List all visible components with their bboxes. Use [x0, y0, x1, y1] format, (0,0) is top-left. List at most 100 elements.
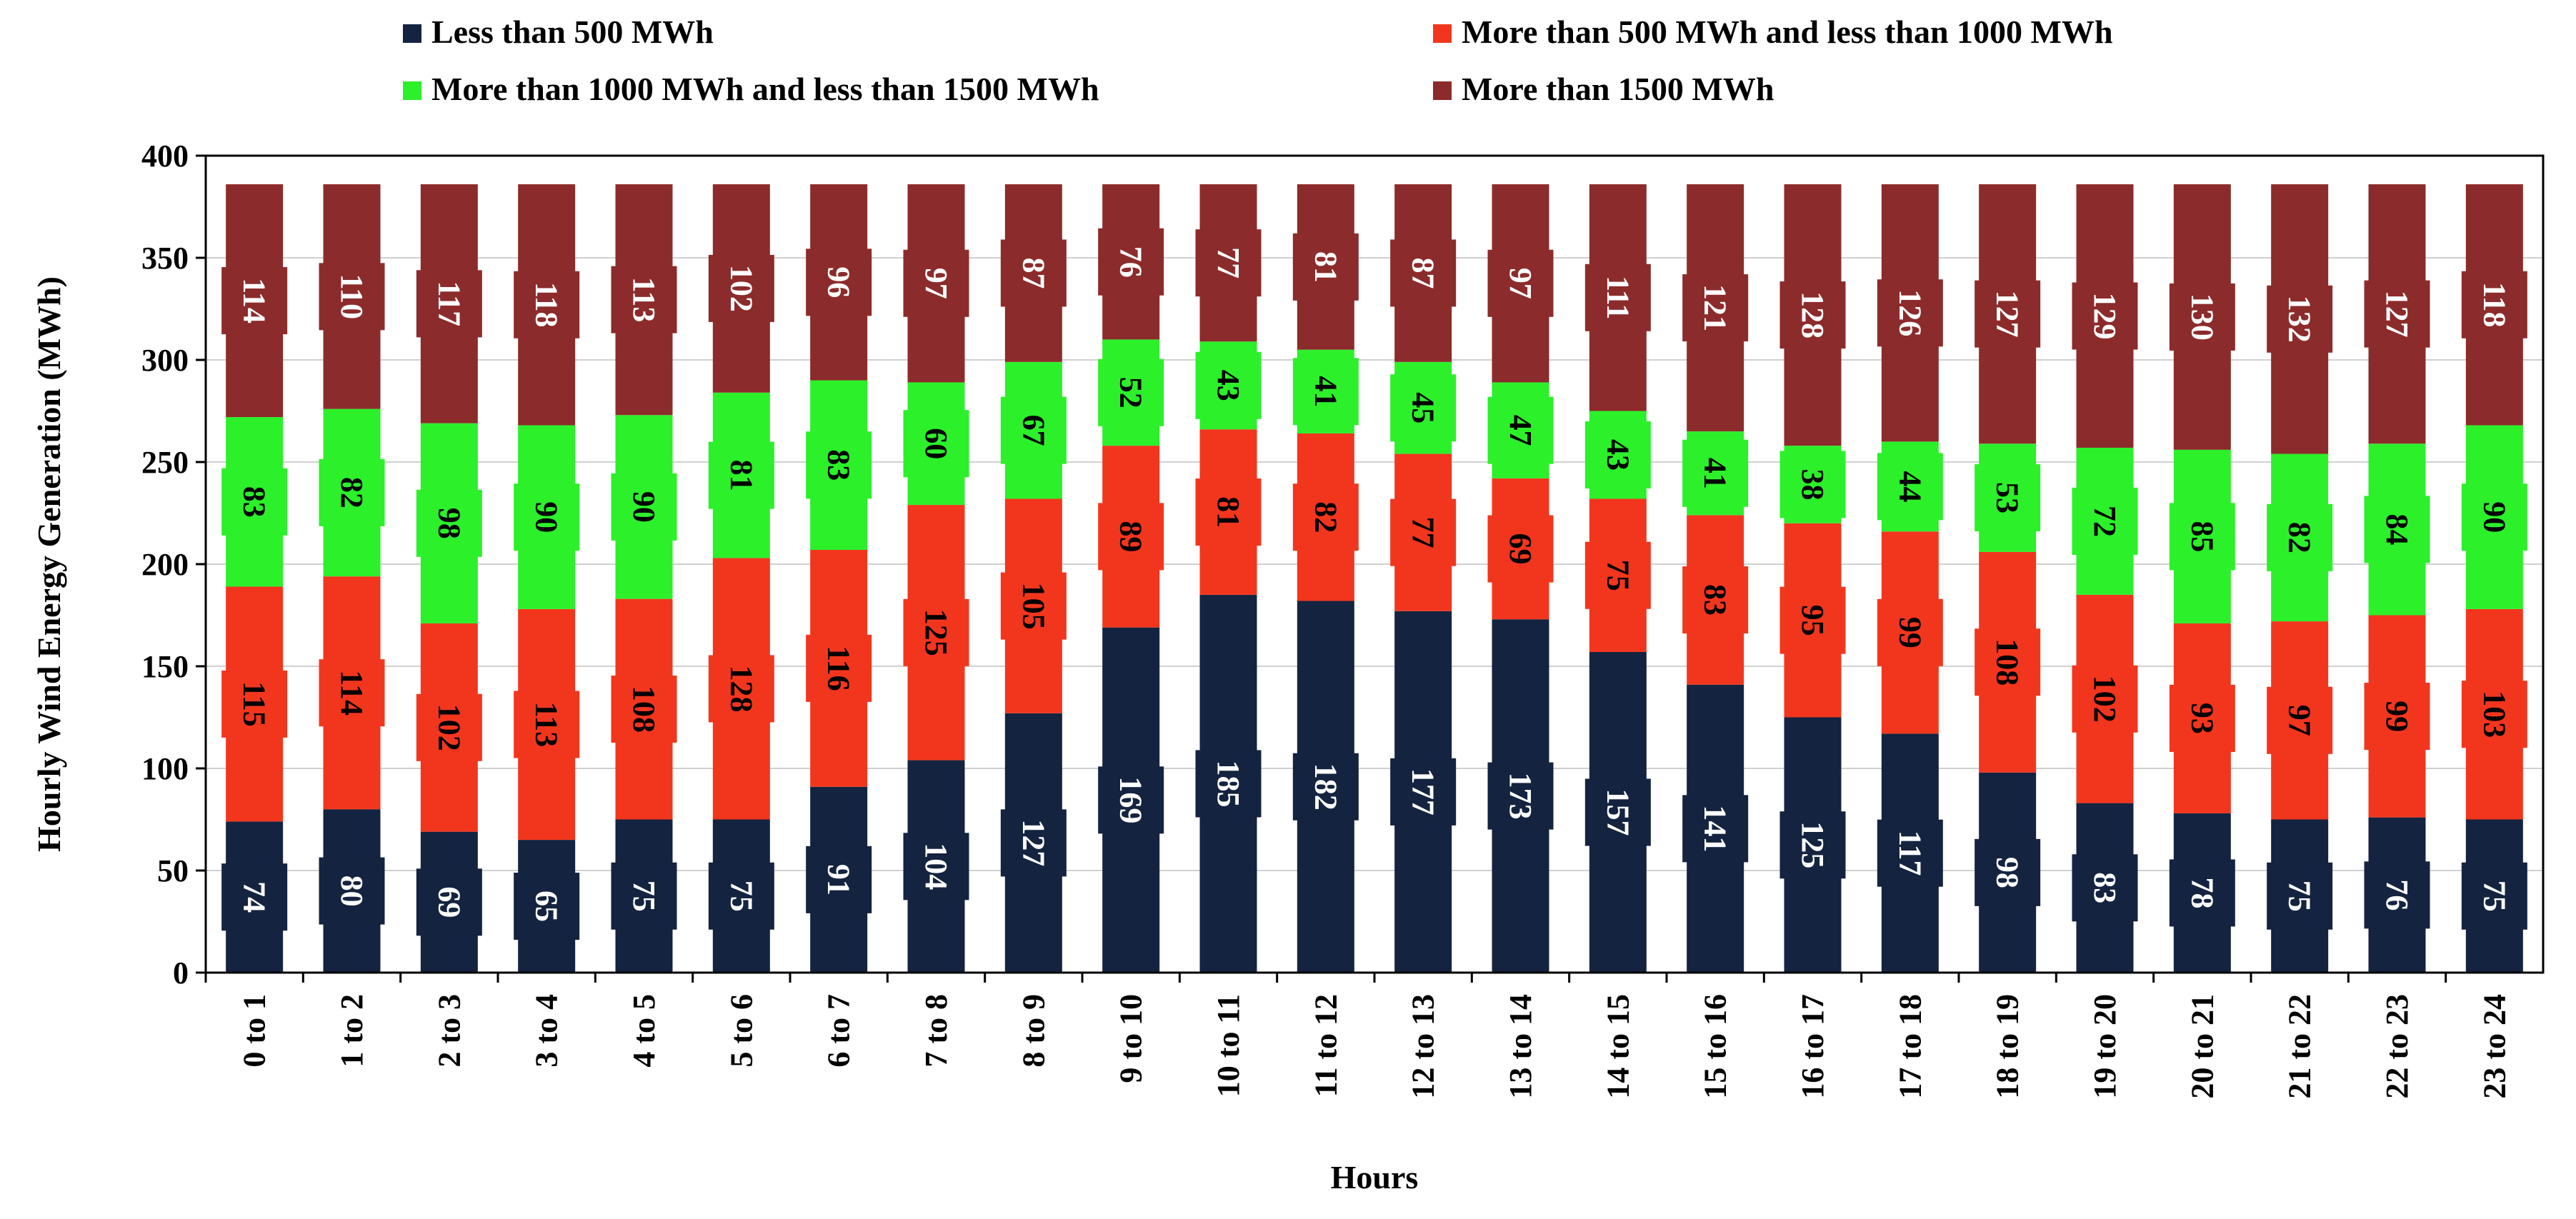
- data-label-19-to-20-series-2: 102: [2087, 676, 2122, 723]
- y-tick-label-400: 400: [141, 139, 189, 174]
- data-label-box-6-to-7-series-4: [806, 249, 872, 316]
- x-tick-label-18-to-19: 18 to 19: [1990, 994, 2025, 1099]
- data-label-box-10-to-11-series-4: [1195, 229, 1262, 297]
- x-tick-label-8-to-9: 8 to 9: [1016, 994, 1051, 1068]
- data-label-box-12-to-13-series-2: [1390, 498, 1457, 566]
- chart-legend: Less than 500 MWh More than 500 MWh and l…: [403, 14, 2113, 107]
- data-label-box-17-to-18-series-2: [1877, 598, 1943, 666]
- data-label-8-to-9-series-1: 127: [1016, 819, 1051, 866]
- data-label-6-to-7-series-3: 83: [822, 449, 857, 481]
- data-label-2-to-3-series-1: 69: [431, 886, 466, 918]
- data-label-19-to-20-series-1: 83: [2087, 872, 2122, 903]
- data-label-3-to-4-series-2: 113: [529, 702, 564, 748]
- data-label-box-3-to-4-series-2: [514, 691, 580, 758]
- data-label-box-14-to-15-series-2: [1584, 541, 1651, 609]
- chart-data-labels: 74 115 83 114 80 114 82 110 69 102 98 117 65 113 90 118…: [221, 228, 2527, 940]
- data-label-box-2-to-3-series-2: [416, 693, 482, 761]
- data-label-4-to-5-series-3: 90: [626, 491, 662, 523]
- y-tick-label-200: 200: [141, 547, 189, 582]
- data-label-box-12-to-13-series-4: [1390, 239, 1457, 307]
- data-label-20-to-21-series-1: 78: [2185, 877, 2220, 908]
- data-label-box-14-to-15-series-4: [1584, 264, 1651, 331]
- data-label-9-to-10-series-2: 89: [1114, 521, 1149, 552]
- data-label-20-to-21-series-3: 85: [2185, 521, 2220, 552]
- chart-axes: 0 50 100 150 200 250 300 350 400 0 to 1 1 to 2 2 to…: [141, 139, 2545, 1099]
- data-label-box-1-to-2-series-4: [319, 263, 385, 331]
- data-label-box-18-to-19-series-1: [1975, 838, 2041, 906]
- data-label-box-6-to-7-series-3: [806, 431, 872, 499]
- data-label-18-to-19-series-1: 98: [1990, 857, 2025, 888]
- data-label-16-to-17-series-3: 38: [1795, 468, 1830, 500]
- data-label-2-to-3-series-3: 98: [431, 508, 466, 539]
- data-label-box-20-to-21-series-2: [2169, 684, 2235, 752]
- data-label-box-5-to-6-series-2: [708, 655, 774, 723]
- x-tick-label-16-to-17: 16 to 17: [1795, 994, 1830, 1099]
- data-label-2-to-3-series-4: 117: [431, 281, 466, 327]
- data-label-10-to-11-series-1: 185: [1211, 760, 1246, 807]
- data-label-box-1-to-2-series-2: [319, 659, 385, 727]
- data-label-21-to-22-series-3: 82: [2282, 522, 2317, 553]
- data-label-1-to-2-series-3: 82: [334, 477, 369, 508]
- data-label-box-10-to-11-series-3: [1195, 351, 1262, 419]
- data-label-6-to-7-series-4: 96: [822, 266, 857, 298]
- data-label-22-to-23-series-3: 84: [2380, 513, 2415, 545]
- legend-label-3: More than 1000 MWh and less than 1500 MW…: [431, 71, 1099, 107]
- data-label-12-to-13-series-2: 77: [1406, 517, 1441, 548]
- data-label-12-to-13-series-3: 45: [1406, 392, 1441, 423]
- data-label-box-23-to-24-series-4: [2461, 271, 2527, 338]
- data-label-box-11-to-12-series-3: [1292, 358, 1359, 426]
- data-label-box-8-to-9-series-3: [1000, 396, 1067, 464]
- data-label-18-to-19-series-2: 108: [1990, 638, 2025, 686]
- y-tick-label-150: 150: [141, 649, 189, 684]
- data-label-5-to-6-series-1: 75: [724, 881, 759, 912]
- data-label-box-7-to-8-series-3: [903, 410, 969, 478]
- x-tick-label-13-to-14: 13 to 14: [1503, 994, 1538, 1099]
- data-label-box-16-to-17-series-1: [1779, 811, 1846, 879]
- data-label-1-to-2-series-4: 110: [334, 274, 369, 320]
- legend-label-2: More than 500 MWh and less than 1000 MWh: [1462, 14, 2113, 50]
- data-label-box-18-to-19-series-2: [1975, 628, 2041, 696]
- data-label-box-14-to-15-series-3: [1584, 421, 1651, 488]
- data-label-3-to-4-series-4: 118: [529, 282, 564, 328]
- data-label-box-0-to-1-series-4: [221, 267, 288, 335]
- legend-label-1: Less than 500 MWh: [431, 14, 714, 50]
- data-label-box-16-to-17-series-4: [1779, 281, 1846, 349]
- data-label-box-20-to-21-series-3: [2169, 503, 2235, 571]
- data-label-box-19-to-20-series-2: [2072, 665, 2138, 733]
- data-label-box-13-to-14-series-1: [1487, 762, 1554, 830]
- data-label-13-to-14-series-2: 69: [1503, 533, 1538, 565]
- data-label-17-to-18-series-4: 126: [1892, 289, 1927, 336]
- data-label-box-22-to-23-series-3: [2364, 496, 2430, 563]
- data-label-7-to-8-series-1: 104: [919, 843, 954, 890]
- data-label-box-7-to-8-series-2: [903, 598, 969, 666]
- legend-swatch-3: [403, 81, 421, 100]
- data-label-box-19-to-20-series-1: [2072, 854, 2138, 922]
- x-tick-label-20-to-21: 20 to 21: [2185, 994, 2220, 1099]
- data-label-box-15-to-16-series-2: [1682, 566, 1749, 634]
- data-label-0-to-1-series-4: 114: [237, 278, 272, 323]
- data-label-19-to-20-series-3: 72: [2087, 506, 2122, 537]
- data-label-box-8-to-9-series-4: [1000, 239, 1067, 307]
- data-label-11-to-12-series-4: 81: [1308, 251, 1343, 283]
- data-label-5-to-6-series-4: 102: [724, 265, 759, 312]
- data-label-box-4-to-5-series-3: [611, 473, 677, 541]
- data-label-box-22-to-23-series-4: [2364, 280, 2430, 348]
- x-tick-label-23-to-24: 23 to 24: [2477, 994, 2512, 1099]
- data-label-15-to-16-series-2: 83: [1698, 584, 1733, 616]
- data-label-4-to-5-series-2: 108: [626, 686, 662, 733]
- data-label-19-to-20-series-4: 129: [2087, 293, 2122, 340]
- data-label-box-7-to-8-series-4: [903, 249, 969, 317]
- data-label-box-7-to-8-series-1: [903, 833, 969, 901]
- data-label-box-2-to-3-series-3: [416, 489, 482, 557]
- data-label-12-to-13-series-1: 177: [1406, 768, 1441, 816]
- data-label-13-to-14-series-4: 97: [1503, 268, 1538, 299]
- data-label-9-to-10-series-3: 52: [1114, 377, 1149, 408]
- data-label-10-to-11-series-3: 43: [1211, 370, 1246, 401]
- data-label-8-to-9-series-2: 105: [1016, 583, 1051, 630]
- x-axis-title: Hours: [1331, 1159, 1419, 1195]
- data-label-box-0-to-1-series-3: [221, 468, 288, 536]
- data-label-box-3-to-4-series-1: [514, 873, 580, 940]
- data-label-box-20-to-21-series-4: [2169, 283, 2235, 351]
- data-label-box-2-to-3-series-1: [416, 868, 482, 936]
- data-label-box-6-to-7-series-1: [806, 846, 872, 913]
